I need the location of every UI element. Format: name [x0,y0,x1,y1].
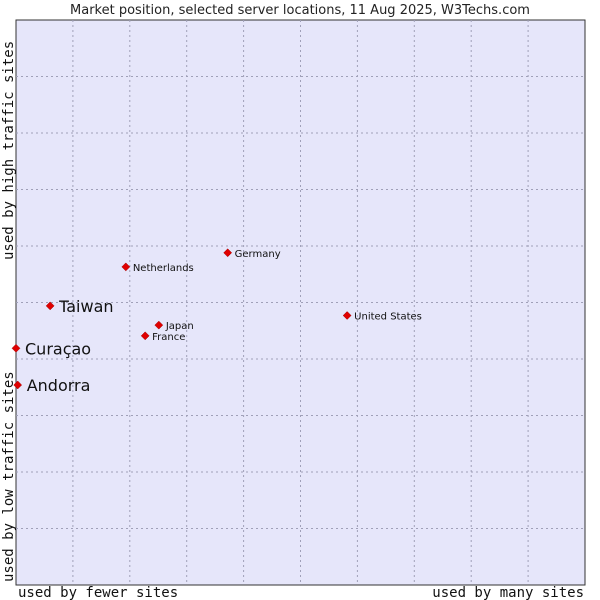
point-marker [342,311,352,320]
data-point: Taiwan [45,297,114,316]
x-axis-label-left: used by fewer sites [18,585,178,600]
y-axis-label-bottom: used by low traffic sites [1,371,17,582]
point-marker [11,343,21,353]
x-axis-label-right: used by many sites [432,585,584,600]
point-marker [13,380,23,390]
point-label: Andorra [27,376,91,395]
grid-lines [16,20,585,585]
point-label: Germany [235,249,281,260]
point-marker [140,331,150,341]
data-point: Netherlands [121,262,194,274]
point-label: United States [354,311,422,322]
data-point: Andorra [13,376,91,395]
point-marker [45,301,55,311]
point-label: France [152,332,185,343]
y-axis-label-top: used by high traffic sites [1,41,17,260]
point-label: Taiwan [58,297,113,316]
chart-title: Market position, selected server locatio… [70,3,530,18]
data-point: France [140,331,185,343]
point-label: Netherlands [133,263,194,274]
data-point: Germany [223,248,281,260]
point-marker [154,320,164,330]
data-point: United States [342,311,422,322]
data-points: Germany Netherlands Taiwan United States Jap… [11,248,422,395]
point-label: Curaçao [25,339,91,358]
data-point: Japan [154,320,194,332]
point-marker [223,248,233,258]
point-marker [121,262,131,272]
point-label: Japan [165,321,194,332]
data-point: Curaçao [11,339,91,358]
